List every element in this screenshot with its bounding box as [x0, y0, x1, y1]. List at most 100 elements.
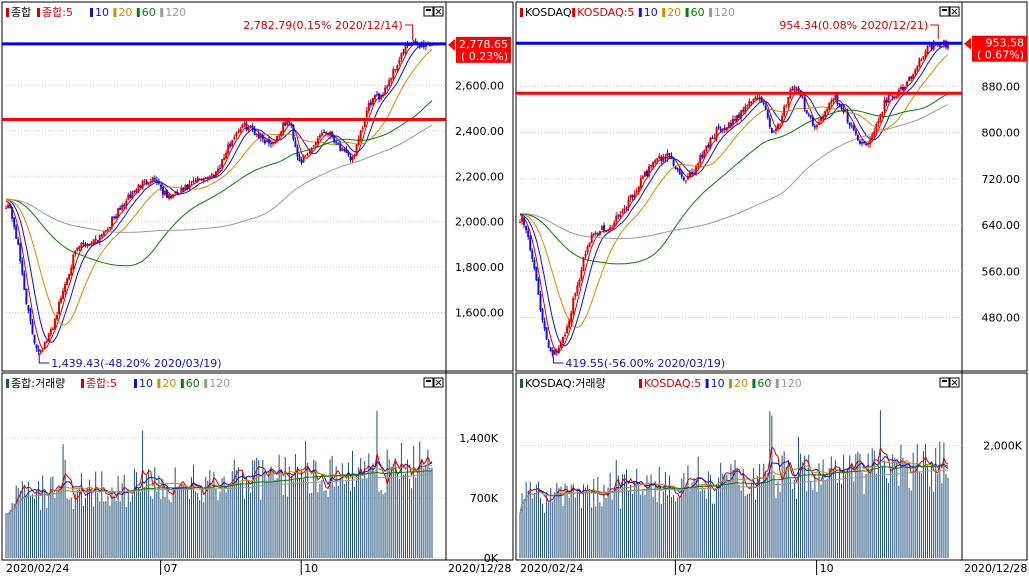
legend-swatch	[136, 8, 140, 17]
candle-body	[867, 144, 870, 146]
low-annotation-leader	[38, 353, 50, 364]
candle-body	[408, 45, 411, 47]
ma-60-line	[5, 100, 433, 267]
current-change-value: ( 0.67%)	[977, 49, 1024, 62]
candle-body	[572, 297, 575, 314]
legend-swatch	[113, 8, 117, 17]
maximize-icon[interactable]	[939, 6, 950, 17]
y-tick-label: 2,600.00	[455, 79, 504, 92]
candle-body	[312, 145, 315, 147]
candle-body	[178, 193, 181, 195]
volume-y-tick-label: 0K	[484, 552, 499, 565]
maximize-icon[interactable]	[939, 377, 950, 388]
candle-body	[926, 46, 929, 53]
candle-body	[86, 244, 89, 247]
candle-body	[278, 135, 281, 137]
maximize-icon[interactable]	[423, 6, 434, 17]
candle-body	[621, 211, 624, 214]
candle-body	[684, 180, 687, 182]
candle-body	[108, 226, 111, 228]
candle-body	[359, 130, 362, 141]
ma-5-line	[519, 43, 949, 353]
legend-swatch	[90, 8, 93, 17]
candle-body	[865, 143, 868, 145]
candle-body	[253, 129, 256, 135]
candle-body	[255, 134, 258, 136]
price-legend-item: KOSDAQ:5	[577, 6, 634, 19]
candle-body	[912, 73, 915, 80]
candle-body	[180, 188, 183, 193]
legend-swatch	[160, 8, 164, 17]
candle-body	[846, 112, 849, 123]
kospi-panel: 2,600.00 2,400.00 2,200.00 2,000.00 1,800.00…	[1, 1, 514, 575]
maximize-glyph	[942, 380, 947, 382]
candle-body	[734, 119, 737, 121]
candle-body	[51, 328, 54, 331]
candle-body	[251, 125, 254, 130]
candle-body	[280, 131, 283, 136]
candle-body	[879, 114, 882, 122]
candle-body	[200, 179, 203, 181]
maximize-glyph	[426, 9, 431, 11]
price-legend-item: 60	[691, 6, 705, 19]
candle-body	[887, 94, 890, 102]
y-tick-label: 1,800.00	[455, 261, 504, 274]
candle-body	[533, 259, 536, 269]
maximize-glyph	[426, 380, 431, 382]
candle-body	[836, 94, 839, 105]
candle-body	[62, 290, 65, 299]
candle-body	[339, 143, 342, 151]
candle-body	[809, 115, 812, 118]
candle-body	[525, 225, 528, 231]
candle-body	[43, 342, 46, 350]
candle-body	[627, 199, 630, 208]
volume-legend-item: 60	[186, 377, 200, 390]
volume-pane-frame	[515, 372, 1028, 561]
candle-body	[286, 120, 289, 126]
candle-body	[380, 95, 383, 100]
candle-body	[39, 350, 42, 353]
candle-body	[300, 160, 303, 163]
current-price-box	[972, 35, 1027, 62]
candle-body	[227, 144, 230, 154]
price-legend-item: 종합	[11, 6, 31, 19]
candle-body	[670, 155, 673, 160]
candle-body	[341, 148, 344, 151]
close-glyph	[951, 8, 958, 15]
candle-body	[143, 179, 146, 181]
candle-body	[641, 176, 644, 179]
candle-body	[216, 168, 219, 173]
candle-body	[883, 100, 886, 111]
candle-body	[652, 161, 655, 167]
volume-legend-item: 10	[139, 377, 153, 390]
candle-body	[588, 242, 591, 247]
candle-body	[783, 106, 786, 116]
candle-body	[871, 135, 874, 140]
candle-body	[826, 109, 829, 112]
candle-body	[327, 133, 330, 135]
y-tick-label: 480.00	[982, 312, 1021, 325]
candle-body	[899, 87, 902, 90]
candle-body	[594, 232, 597, 235]
candle-body	[335, 142, 338, 144]
candle-body	[314, 142, 317, 145]
candle-body	[682, 177, 685, 181]
legend-swatch	[572, 8, 576, 17]
candle-body	[521, 217, 524, 222]
candle-body	[117, 208, 120, 218]
candle-body	[94, 238, 97, 241]
candle-body	[914, 69, 917, 75]
candle-body	[768, 118, 771, 128]
candle-body	[37, 348, 40, 352]
candle-body	[145, 180, 148, 184]
candle-body	[637, 186, 640, 192]
candle-body	[891, 95, 894, 98]
candle-body	[70, 267, 73, 276]
maximize-icon[interactable]	[423, 377, 434, 388]
candle-body	[543, 321, 546, 329]
candle-body	[815, 125, 818, 128]
candle-body	[774, 128, 777, 132]
candle-body	[705, 145, 708, 151]
high-annotation-leader	[930, 24, 939, 40]
candle-body	[198, 178, 201, 180]
